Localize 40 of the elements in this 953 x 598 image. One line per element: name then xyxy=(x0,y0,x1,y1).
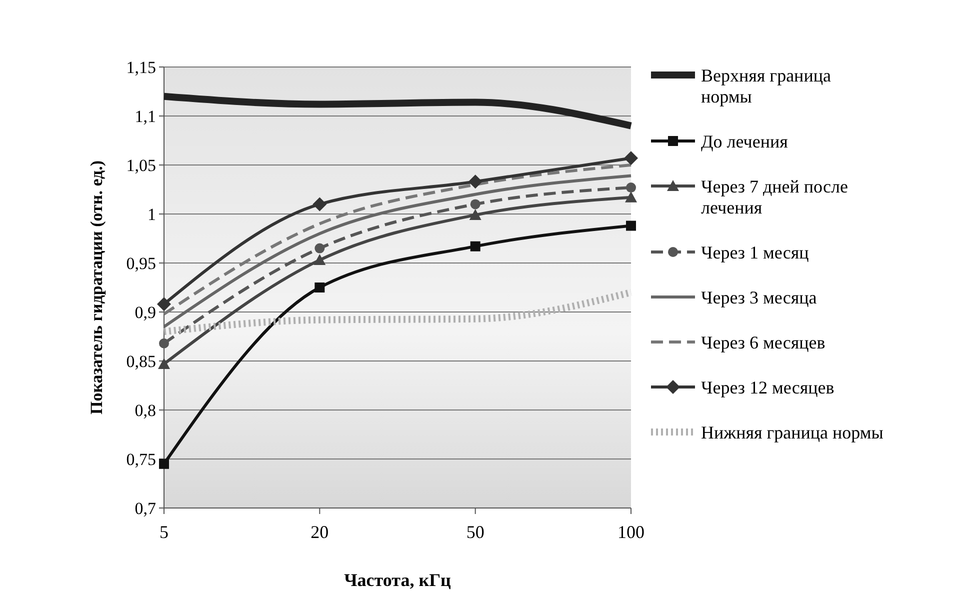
legend-label: Нижняя граница нормы xyxy=(701,422,884,442)
x-tick-label: 5 xyxy=(160,522,168,542)
point xyxy=(626,182,636,193)
y-tick-label: 0,8 xyxy=(134,400,156,420)
y-tick-label: 0,85 xyxy=(126,352,156,371)
x-tick-label: 50 xyxy=(466,522,484,542)
legend-label: Через 3 месяца xyxy=(701,287,817,308)
x-axis-title: Частота, кГц xyxy=(344,570,452,590)
point xyxy=(624,151,638,166)
legend-label: Через 1 месяц xyxy=(701,242,810,262)
y-tick-label: 0,7 xyxy=(134,498,156,518)
point xyxy=(470,241,480,252)
point xyxy=(159,458,169,469)
point xyxy=(314,243,325,254)
legend-label: Через 12 месяцев xyxy=(701,377,834,398)
x-tick-label: 100 xyxy=(618,522,644,542)
point xyxy=(469,208,482,220)
point xyxy=(158,358,170,369)
x-tick-label: 20 xyxy=(310,522,329,542)
y-axis-title: Показатель гидратации (отн. ед.) xyxy=(87,160,106,415)
y-tick-label: 0,95 xyxy=(126,254,156,273)
point xyxy=(468,174,482,189)
y-tick-label: 0,75 xyxy=(126,450,156,469)
y-tick-label: 1,15 xyxy=(126,58,156,77)
y-tick-label: 1,1 xyxy=(134,106,156,126)
point xyxy=(626,220,636,231)
legend-label: Через 7 дней после лечения xyxy=(701,176,848,218)
point xyxy=(314,282,325,292)
point xyxy=(157,297,171,312)
point xyxy=(470,199,480,210)
legend-label: До лечения xyxy=(701,131,788,152)
y-tick-label: 1 xyxy=(148,204,156,224)
point xyxy=(159,338,169,348)
legend-label: Верхняя граница нормы xyxy=(701,65,831,106)
y-tick-label: 0,9 xyxy=(134,302,156,322)
legend-label: Через 6 месяцев xyxy=(701,332,826,352)
point xyxy=(625,191,637,202)
point xyxy=(314,254,326,266)
y-tick-label: 1,05 xyxy=(126,156,156,175)
point xyxy=(312,197,327,212)
